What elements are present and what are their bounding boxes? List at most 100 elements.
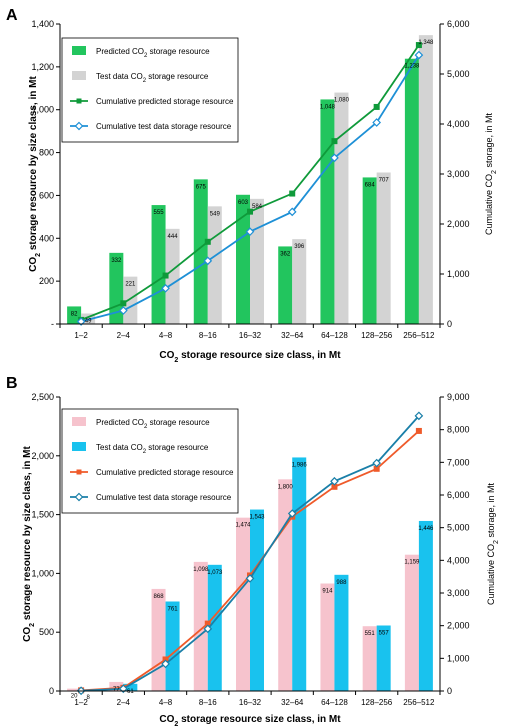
panel-a-y-tick-label: 1,000 xyxy=(31,105,54,115)
panel-a-legend-swatch xyxy=(70,98,88,104)
panel-b-bar-test xyxy=(250,509,264,691)
panel-a-y2-tick-label: 0 xyxy=(447,319,452,329)
panel-b-y2-tick-label: 1,000 xyxy=(447,653,470,663)
panel-a-x-tick-label: 256–512 xyxy=(403,331,435,340)
panel-a-bar-test xyxy=(250,198,264,324)
panel-a-bar-data-label: 332 xyxy=(111,258,122,264)
panel-b-bar-data-label: 1,159 xyxy=(404,560,420,566)
panel-b-bar-data-label: 761 xyxy=(168,607,179,613)
panel-b-legend-swatch xyxy=(72,442,86,451)
panel-a-y2-tick-label: 3,000 xyxy=(447,169,470,179)
panel-a-marker-cumulative-test xyxy=(330,153,339,163)
panel-a-marker-cumulative-predicted xyxy=(331,138,338,145)
panel-b-x-tick-label: 2–4 xyxy=(117,698,131,707)
panel-a-bar-predicted xyxy=(362,177,377,324)
panel-a-y2-tick-label: 5,000 xyxy=(447,69,470,79)
panel-b-y2-tick-label: 3,000 xyxy=(447,588,470,598)
panel-b-legend-swatch xyxy=(70,469,88,475)
panel-a-bar-data-label: 82 xyxy=(71,311,78,317)
panel-b-bar-data-label: 20 xyxy=(71,694,78,700)
panel-a-marker-cumulative-test xyxy=(118,306,128,315)
panel-a-marker-cumulative-test xyxy=(372,118,382,127)
panel-b-x-tick-label: 256–512 xyxy=(403,698,435,707)
panel-a-bar-predicted xyxy=(151,205,166,324)
panel-a-bar-data-label: 1,238 xyxy=(404,64,420,70)
panel-a-bar-predicted xyxy=(236,194,250,324)
panel-a-bar-data-label: 396 xyxy=(294,244,305,250)
panel-a-y2-tick-label: 1,000 xyxy=(447,269,470,279)
panel-a: A - 200 400 600 800 1,000 1,200 1,400 0 1,000 2,00… xyxy=(6,7,498,364)
panel-a-y-tick-label: 200 xyxy=(39,276,54,286)
panel-a-legend-label: Test data CO2 storage resource xyxy=(96,72,209,84)
panel-b-marker-cumulative-test xyxy=(161,659,170,669)
panel-b-bar-data-label: 988 xyxy=(336,580,347,586)
panel-b-bar-test xyxy=(292,457,307,691)
panel-b-bar-test xyxy=(418,520,433,691)
panel-a-bar-test xyxy=(207,206,222,324)
panel-a-x-tick-label: 2–4 xyxy=(117,331,131,340)
panel-b-bar-data-label: 1,474 xyxy=(235,523,251,529)
panel-a-bar-predicted xyxy=(67,306,82,324)
panel-a-label: A xyxy=(6,7,18,24)
panel-b-bar-test xyxy=(165,601,180,691)
panel-b-marker-cumulative-test xyxy=(118,684,128,694)
panel-b-y2-tick-label: 6,000 xyxy=(447,490,470,500)
panel-b-bar-data-label: 868 xyxy=(154,594,165,600)
panel-b-bar-test xyxy=(207,564,222,691)
panel-b-bar-test xyxy=(123,683,138,691)
panel-a-y-tick-label: 1,400 xyxy=(31,19,54,29)
panel-a-bar-data-label: 707 xyxy=(379,178,390,184)
panel-b-bar-predicted xyxy=(320,583,335,691)
panel-b-bar-data-label: 61 xyxy=(127,689,134,695)
panel-b-marker-cumulative-test xyxy=(245,574,255,583)
panel-a-bar-data-label: 584 xyxy=(252,204,263,210)
panel-a-legend-swatch xyxy=(72,46,86,55)
panel-b-marker-cumulative-test xyxy=(330,476,339,486)
panel-b-bar-test xyxy=(376,625,391,691)
panel-b-y2-tick-label: 4,000 xyxy=(447,555,470,565)
panel-a-bar-data-label: 684 xyxy=(365,182,376,188)
panel-a-marker-cumulative-test xyxy=(76,317,86,326)
panel-b-legend-swatch xyxy=(72,417,86,426)
panel-a-marker-cumulative-predicted xyxy=(204,238,211,245)
panel-a-bar-data-label: 603 xyxy=(238,200,249,206)
panel-b-x-tick-label: 1–2 xyxy=(74,698,88,707)
panel-b-marker-cumulative-test xyxy=(414,411,424,421)
panel-a-bar-predicted xyxy=(320,99,335,324)
panel-b-x-tick-label: 64–128 xyxy=(321,698,348,707)
panel-a-marker-cumulative-predicted xyxy=(247,208,253,215)
panel-a-x-tick-label: 1–2 xyxy=(74,331,88,340)
panel-b-bar-data-label: 77 xyxy=(113,687,120,693)
panel-b-bar-predicted xyxy=(193,561,208,691)
panel-a-bar-data-label: 362 xyxy=(280,251,291,257)
panel-b-label: B xyxy=(6,375,18,392)
panel-a-legend-swatch xyxy=(72,71,86,80)
panel-a-bar-test xyxy=(292,239,307,324)
panel-a-x-tick-label: 4–8 xyxy=(159,331,173,340)
panel-b-y-tick-label: 1,000 xyxy=(31,568,54,578)
panel-a-bar-data-label: 221 xyxy=(125,282,136,288)
panel-b-y2-tick-label: 8,000 xyxy=(447,425,470,435)
panel-b-marker-cumulative-test xyxy=(372,458,382,468)
panel-b: B 0 500 1,000 1,500 2,000 2,500 0 1,000 2,000 3,0… xyxy=(6,375,500,728)
panel-a-bar-data-label: 49 xyxy=(85,319,92,325)
panel-a-legend: Predicted CO2 storage resource Test data … xyxy=(61,37,239,143)
panel-b-legend-box xyxy=(61,408,239,514)
panel-a-marker-cumulative-predicted xyxy=(415,42,422,49)
panel-a-marker-cumulative-test xyxy=(414,50,424,60)
panel-b-y-tick-label: 1,500 xyxy=(31,510,54,520)
panel-b-x-axis-title: CO2 storage resource size class, in Mt xyxy=(159,714,341,728)
panel-b-bar-data-label: 8 xyxy=(86,695,90,701)
panel-b-y2-tick-label: 2,000 xyxy=(447,621,470,631)
panel-b-y2-tick-label: 9,000 xyxy=(447,392,470,402)
panel-b-bar-data-label: 914 xyxy=(322,589,333,595)
panel-b-x-tick-label: 8–16 xyxy=(199,698,217,707)
panel-a-bar-predicted xyxy=(404,58,419,324)
panel-b-y-tick-label: 2,000 xyxy=(31,451,54,461)
panel-a-x-tick-label: 128–256 xyxy=(361,331,393,340)
panel-a-marker-cumulative-predicted xyxy=(289,190,296,197)
panel-b-x-tick-label: 32–64 xyxy=(281,698,304,707)
panel-a-marker-cumulative-predicted xyxy=(162,272,169,279)
panel-b-legend-label: Cumulative predicted storage resource xyxy=(96,468,234,477)
panel-b-bar-predicted xyxy=(236,517,250,691)
